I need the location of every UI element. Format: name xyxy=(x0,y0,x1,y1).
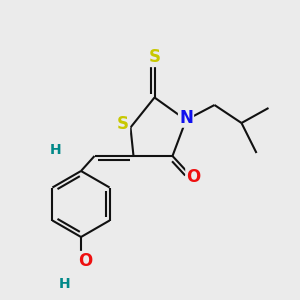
Text: H: H xyxy=(59,277,70,290)
Text: H: H xyxy=(50,143,61,157)
Text: O: O xyxy=(186,168,201,186)
Text: S: S xyxy=(148,48,160,66)
Text: S: S xyxy=(117,115,129,133)
Text: O: O xyxy=(78,252,93,270)
Text: N: N xyxy=(179,109,193,127)
